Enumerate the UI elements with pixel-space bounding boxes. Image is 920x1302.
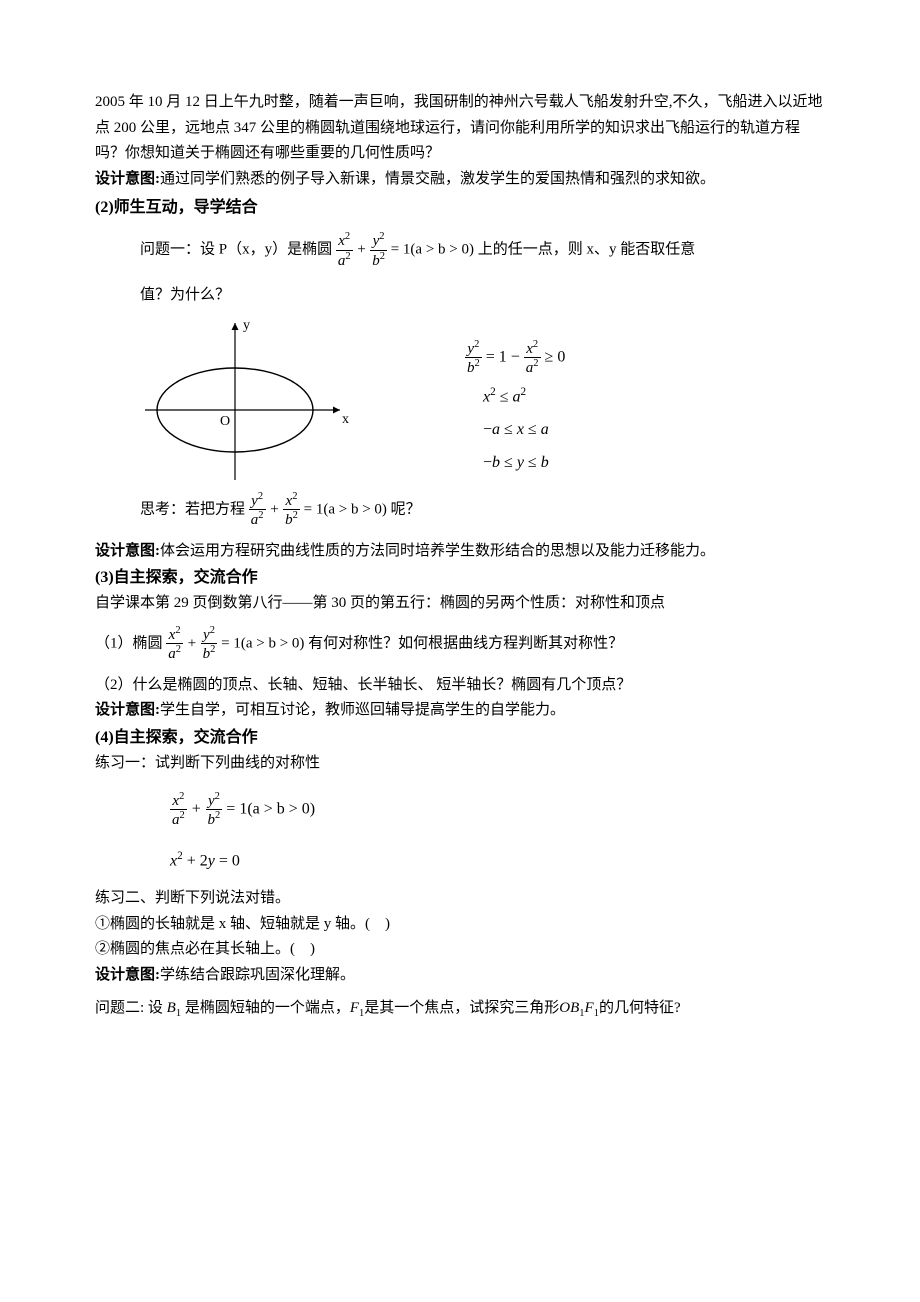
- s3-frac-1: x2a2: [166, 625, 183, 663]
- intro-design: 设计意图:通过同学们熟悉的例子导入新课，情景交融，激发学生的爱国热情和强烈的求知…: [95, 167, 825, 193]
- s3-frac-2: y2b2: [201, 625, 218, 663]
- plus: +: [356, 242, 370, 258]
- s3-p1: 自学课本第 29 页倒数第八行——第 30 页的第五行：椭圆的另两个性质：对称性…: [95, 591, 825, 617]
- section-2-heading: (2)师生互动，导学结合: [95, 194, 825, 221]
- origin-label: O: [220, 414, 230, 429]
- ex1-label: 练习一：试判断下列曲线的对称性: [95, 751, 825, 777]
- eq-tail: = 1(a > b > 0): [391, 242, 474, 258]
- q2-suffix: 的几何特征?: [599, 1000, 681, 1016]
- think-eq-tail: = 1(a > b > 0): [304, 501, 387, 517]
- derive-2: x2 ≤ a2: [483, 383, 565, 411]
- question-1-line2: 值？为什么？: [95, 283, 825, 309]
- ex1-eq1: x2a2 + y2b2 = 1(a > b > 0): [95, 791, 825, 829]
- design-label: 设计意图:: [95, 543, 160, 559]
- ex1-eq2: x2 + 2y = 0: [95, 847, 825, 875]
- q2-mid2: 是其一个焦点，试探究三角形: [364, 1000, 559, 1016]
- s3-q1-prefix: （1）椭圆: [95, 635, 166, 651]
- x-axis-label: x: [342, 412, 349, 427]
- design-text: 学练结合跟踪巩固深化理解。: [160, 967, 355, 983]
- q1-prefix: 问题一：设 P（x，y）是椭圆: [140, 242, 336, 258]
- q2-f1: F: [350, 1000, 359, 1016]
- s4-design: 设计意图:学练结合跟踪巩固深化理解。: [95, 963, 825, 989]
- derivation-block: y2b2 = 1 − x2a2 ≥ 0 x2 ≤ a2 −a ≤ x ≤ a −…: [465, 333, 565, 483]
- eq-frac-2: y2b2: [370, 231, 387, 269]
- q2-prefix: 问题二: 设: [95, 1000, 167, 1016]
- s3-q2: （2）什么是椭圆的顶点、长轴、短轴、长半轴长、 短半轴长？椭圆有几个顶点？: [95, 673, 825, 699]
- think-tail: 呢？: [391, 501, 421, 517]
- intro-paragraph: 2005 年 10 月 12 日上午九时整，随着一声巨响，我国研制的神州六号载人…: [95, 90, 825, 167]
- s3-q1: （1）椭圆 x2a2 + y2b2 = 1(a > b > 0) 有何对称性？如…: [95, 625, 825, 663]
- ex2-label: 练习二、判断下列说法对错。: [95, 886, 825, 912]
- think-frac-2: x2b2: [283, 491, 300, 529]
- design-label: 设计意图:: [95, 171, 160, 187]
- s3-design: 设计意图:学生自学，可相互讨论，教师巡回辅导提高学生的自学能力。: [95, 698, 825, 724]
- section-3-heading: (3)自主探索，交流合作: [95, 564, 825, 591]
- figure-and-derivation: x y O y2b2 = 1 − x2a2 ≥ 0 x2 ≤ a2 −a ≤ x…: [135, 315, 825, 485]
- question-2: 问题二: 设 B1 是椭圆短轴的一个端点，F1是其一个焦点，试探究三角形OB1F…: [95, 996, 825, 1023]
- section-4-heading: (4)自主探索，交流合作: [95, 724, 825, 751]
- s3-q1-suffix: 有何对称性？如何根据曲线方程判断其对称性？: [308, 635, 623, 651]
- design-label: 设计意图:: [95, 967, 160, 983]
- y-axis-label: y: [243, 318, 250, 333]
- eq-frac-1: x2a2: [336, 231, 353, 269]
- q2-mid: 是椭圆短轴的一个端点，: [181, 1000, 350, 1016]
- ex2-item1: ①椭圆的长轴就是 x 轴、短轴就是 y 轴。( ): [95, 912, 825, 938]
- q2-b1: B: [167, 1000, 176, 1016]
- question-1-line1: 问题一：设 P（x，y）是椭圆 x2a2 + y2b2 = 1(a > b > …: [95, 231, 825, 269]
- design-text: 体会运用方程研究曲线性质的方法同时培养学生数形结合的思想以及能力迁移能力。: [160, 543, 715, 559]
- think-prefix: 思考：若把方程: [140, 501, 249, 517]
- think-line: 思考：若把方程 y2a2 + x2b2 = 1(a > b > 0) 呢？: [95, 491, 825, 529]
- design-label: 设计意图:: [95, 702, 160, 718]
- derive-3: −a ≤ x ≤ a: [483, 416, 565, 443]
- q2-triangle: OB: [559, 1000, 579, 1016]
- ellipse-diagram: x y O: [135, 315, 355, 485]
- q1-cond: 上的任一点，则 x、y 能否取任意: [478, 242, 696, 258]
- design-text: 通过同学们熟悉的例子导入新课，情景交融，激发学生的爱国热情和强烈的求知欲。: [160, 171, 715, 187]
- design-text: 学生自学，可相互讨论，教师巡回辅导提高学生的自学能力。: [160, 702, 565, 718]
- ex2-item2: ②椭圆的焦点必在其长轴上。( ): [95, 937, 825, 963]
- derive-1: y2b2 = 1 − x2a2 ≥ 0: [465, 339, 565, 377]
- think-frac-1: y2a2: [249, 491, 266, 529]
- s3-eq-tail: = 1(a > b > 0): [221, 635, 304, 651]
- s2-design: 设计意图:体会运用方程研究曲线性质的方法同时培养学生数形结合的思想以及能力迁移能…: [95, 539, 825, 565]
- derive-4: −b ≤ y ≤ b: [483, 449, 565, 476]
